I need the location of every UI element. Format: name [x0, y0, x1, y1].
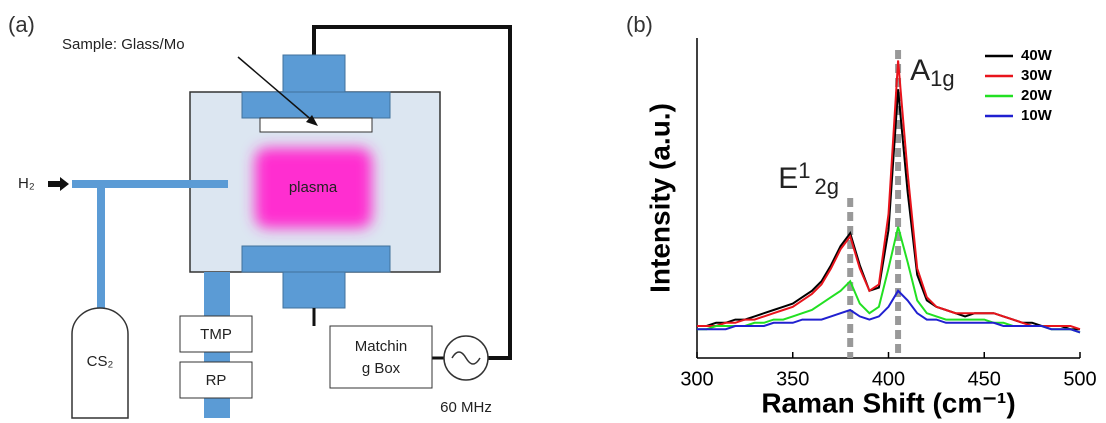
electrode — [241, 245, 391, 273]
electrode — [282, 54, 346, 96]
cylinder-label: CS₂ — [87, 353, 114, 370]
sample-label: Sample: Glass/Mo — [62, 36, 185, 53]
pump-box — [179, 315, 253, 353]
x-tick-label: 400 — [872, 368, 905, 390]
legend-label: 20W — [1021, 87, 1053, 104]
panel-label: (b) — [626, 12, 653, 37]
plasma — [255, 148, 372, 228]
series-line — [697, 289, 1081, 334]
pipe — [97, 188, 105, 312]
pump-label: TMP — [200, 326, 232, 343]
gas-cylinder — [71, 307, 129, 419]
peak-label-sup: 1 — [798, 158, 810, 183]
peak-label-base: A — [910, 54, 930, 87]
pointer — [237, 56, 315, 123]
electrode — [241, 91, 391, 119]
legend-label: 40W — [1021, 47, 1053, 64]
inlet-label: H₂ — [18, 175, 35, 192]
peak-label-base: E — [778, 162, 798, 195]
electrode — [282, 271, 346, 309]
chart: (b) 300 350 400 450 500 Raman Shift (cm⁻¹) Int… — [626, 12, 1097, 419]
box-label: Matchin — [355, 338, 408, 355]
pipe — [72, 180, 228, 188]
peak-label-sub: 1g — [930, 66, 954, 91]
y-axis-label: Intensity (a.u.) — [644, 103, 675, 293]
arrow-head — [306, 115, 318, 126]
diagram: (a) plasma Sample: Glass/Mo CS₂ H₂ TMP R… — [8, 12, 512, 419]
x-tick-label: 350 — [776, 368, 809, 390]
peak-label: E12g — [778, 158, 839, 199]
rf-label: 60 MHz — [440, 399, 492, 416]
series-line — [697, 60, 1081, 331]
pump-box — [179, 361, 253, 399]
pump-label: RP — [206, 372, 227, 389]
legend-label: 10W — [1021, 107, 1053, 124]
peak-label: A1g — [910, 54, 955, 91]
x-tick-label: 300 — [680, 368, 713, 390]
x-tick-label: 500 — [1063, 368, 1096, 390]
wire — [312, 25, 512, 360]
panel-label: (a) — [8, 12, 35, 37]
inlet-arrow — [48, 177, 69, 191]
legend-label: 30W — [1021, 67, 1053, 84]
matching-box — [329, 325, 433, 389]
peak-label-sub: 2g — [814, 174, 838, 199]
box-label: g Box — [362, 360, 401, 377]
x-tick-label: 450 — [968, 368, 1001, 390]
x-axis-label: Raman Shift (cm⁻¹) — [761, 387, 1015, 418]
plasma-label: plasma — [289, 179, 338, 196]
sine — [451, 351, 481, 365]
